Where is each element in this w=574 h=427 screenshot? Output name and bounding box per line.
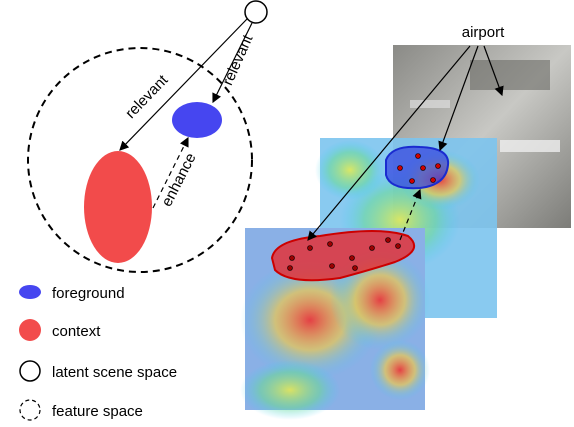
foreground-node [172,102,222,138]
edge-label: relevant [122,71,172,122]
legend-swatch [19,360,41,382]
legend-swatch [19,399,41,421]
annotation: airport [462,24,505,41]
legend-label: foreground [52,285,125,302]
legend-label: feature space [52,403,143,420]
edge [152,136,189,209]
edge-label: enhance [158,150,199,209]
feature-space [27,47,253,273]
legend-swatch [19,319,41,341]
edge [212,22,253,104]
latent-scene [244,0,268,24]
edge [119,18,248,151]
edge-label: relevant [219,32,257,88]
context-region [270,230,416,282]
legend-label: context [52,323,101,340]
legend-label: latent scene space [52,364,177,381]
context-node [84,151,152,263]
airport-arrows [307,45,504,241]
legend-swatch [19,285,41,299]
